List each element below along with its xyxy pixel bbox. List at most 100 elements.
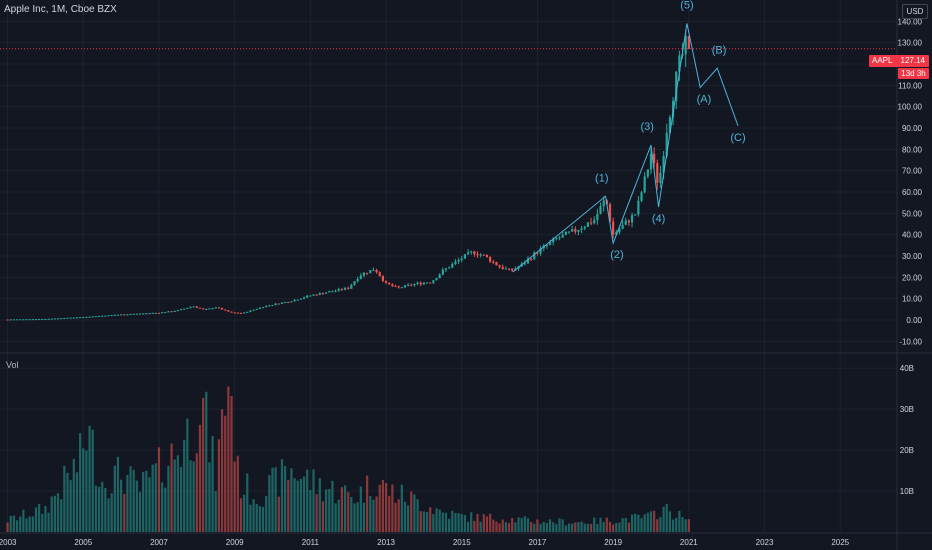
wave-label: (2) (610, 249, 623, 261)
volume-bar (416, 499, 419, 532)
candle-body (173, 310, 176, 312)
candle-body (268, 305, 271, 307)
candle-body (429, 282, 432, 284)
volume-bar (9, 515, 12, 532)
candle-body (69, 317, 72, 319)
volume-bar (665, 503, 668, 532)
candle-body (230, 311, 233, 313)
wave-line (512, 23, 739, 273)
currency-button[interactable]: USD (902, 4, 928, 19)
candle-body (107, 315, 110, 317)
volume-bar (675, 517, 678, 532)
volume-bar (684, 519, 687, 532)
volume-bar (407, 505, 410, 532)
volume-bar (309, 490, 312, 532)
candle-body (293, 299, 296, 302)
candle-body (126, 314, 129, 316)
candle-body (378, 272, 381, 277)
candle-body (60, 318, 63, 320)
candle-body (555, 238, 558, 240)
candle-body (63, 318, 66, 320)
volume-bar (220, 409, 224, 532)
volume-bar (284, 466, 287, 532)
volume-bar (555, 524, 558, 532)
volume-bar (126, 474, 129, 532)
volume-tick-label: 40B (900, 364, 914, 373)
candle-body (116, 314, 120, 316)
candle-body (224, 309, 227, 311)
volume-bar (649, 511, 653, 532)
price-tick-label: 30.00 (902, 252, 923, 261)
volume-bar (69, 480, 72, 532)
volume-bar (120, 479, 123, 532)
volume-bar (618, 522, 621, 532)
volume-bar (331, 480, 334, 532)
time-tick-label: 2025 (831, 538, 849, 547)
candle-body (110, 315, 113, 317)
volume-bar (624, 517, 627, 532)
volume-bar (88, 425, 91, 532)
volume-bar (520, 517, 523, 532)
volume-bar (514, 522, 517, 532)
volume-bar (438, 509, 441, 532)
volume-bar (366, 475, 369, 532)
candle-body (88, 316, 91, 318)
volume-bar (530, 521, 533, 532)
volume-bar (107, 498, 110, 532)
candle-body (198, 307, 202, 309)
time-tick-label: 2005 (74, 538, 92, 547)
volume-bar (539, 524, 542, 532)
volume-bar (211, 436, 214, 532)
volume-bar (634, 513, 637, 532)
candle-body (299, 298, 302, 300)
volume-bar (589, 523, 593, 532)
volume-bar (12, 515, 15, 532)
candle-body (161, 312, 164, 314)
volume-bar (142, 471, 145, 532)
volume-bar (116, 456, 120, 532)
candle-body (602, 200, 605, 207)
candle-body (640, 192, 643, 201)
volume-bar (249, 504, 252, 532)
volume-bar (167, 465, 170, 532)
wave-label: (A) (697, 93, 712, 105)
volume-bar (400, 484, 403, 532)
candle-body (548, 242, 552, 245)
candle-body (334, 290, 337, 292)
price-tick-label: 60.00 (902, 188, 923, 197)
volume-bar (533, 523, 536, 532)
volume-bar (482, 514, 485, 532)
chart-title[interactable]: Apple Inc, 1M, Cboe BZX (4, 4, 117, 15)
candle-body (347, 287, 350, 289)
candle-body (265, 305, 268, 308)
last-price-tag: AAPL 127.14 (869, 55, 929, 67)
candle-body (460, 258, 463, 260)
candle-body (312, 294, 315, 296)
candle-body (343, 287, 347, 290)
volume-bar (552, 522, 555, 532)
candle-body (220, 307, 224, 310)
candle-body (476, 254, 479, 256)
volume-label[interactable]: Vol (6, 360, 19, 370)
candle-body (211, 308, 214, 310)
volume-bar (621, 518, 624, 532)
volume-bar (280, 459, 284, 532)
volume-bar (495, 521, 498, 532)
volume-bar (504, 522, 508, 532)
candle-body (618, 228, 621, 233)
candle-body (492, 261, 495, 263)
volume-bar (681, 516, 684, 532)
candle-body (243, 312, 246, 314)
volume-bar (637, 514, 640, 532)
volume-bar (567, 523, 571, 532)
volume-bar (192, 461, 195, 532)
volume-bar (75, 472, 79, 532)
volume-bar (47, 512, 50, 532)
time-tick-label: 2015 (453, 538, 471, 547)
volume-bar (50, 496, 53, 532)
candle-body (372, 270, 375, 272)
volume-bar (403, 501, 407, 532)
volume-bar (113, 465, 116, 532)
volume-bar (612, 524, 615, 532)
